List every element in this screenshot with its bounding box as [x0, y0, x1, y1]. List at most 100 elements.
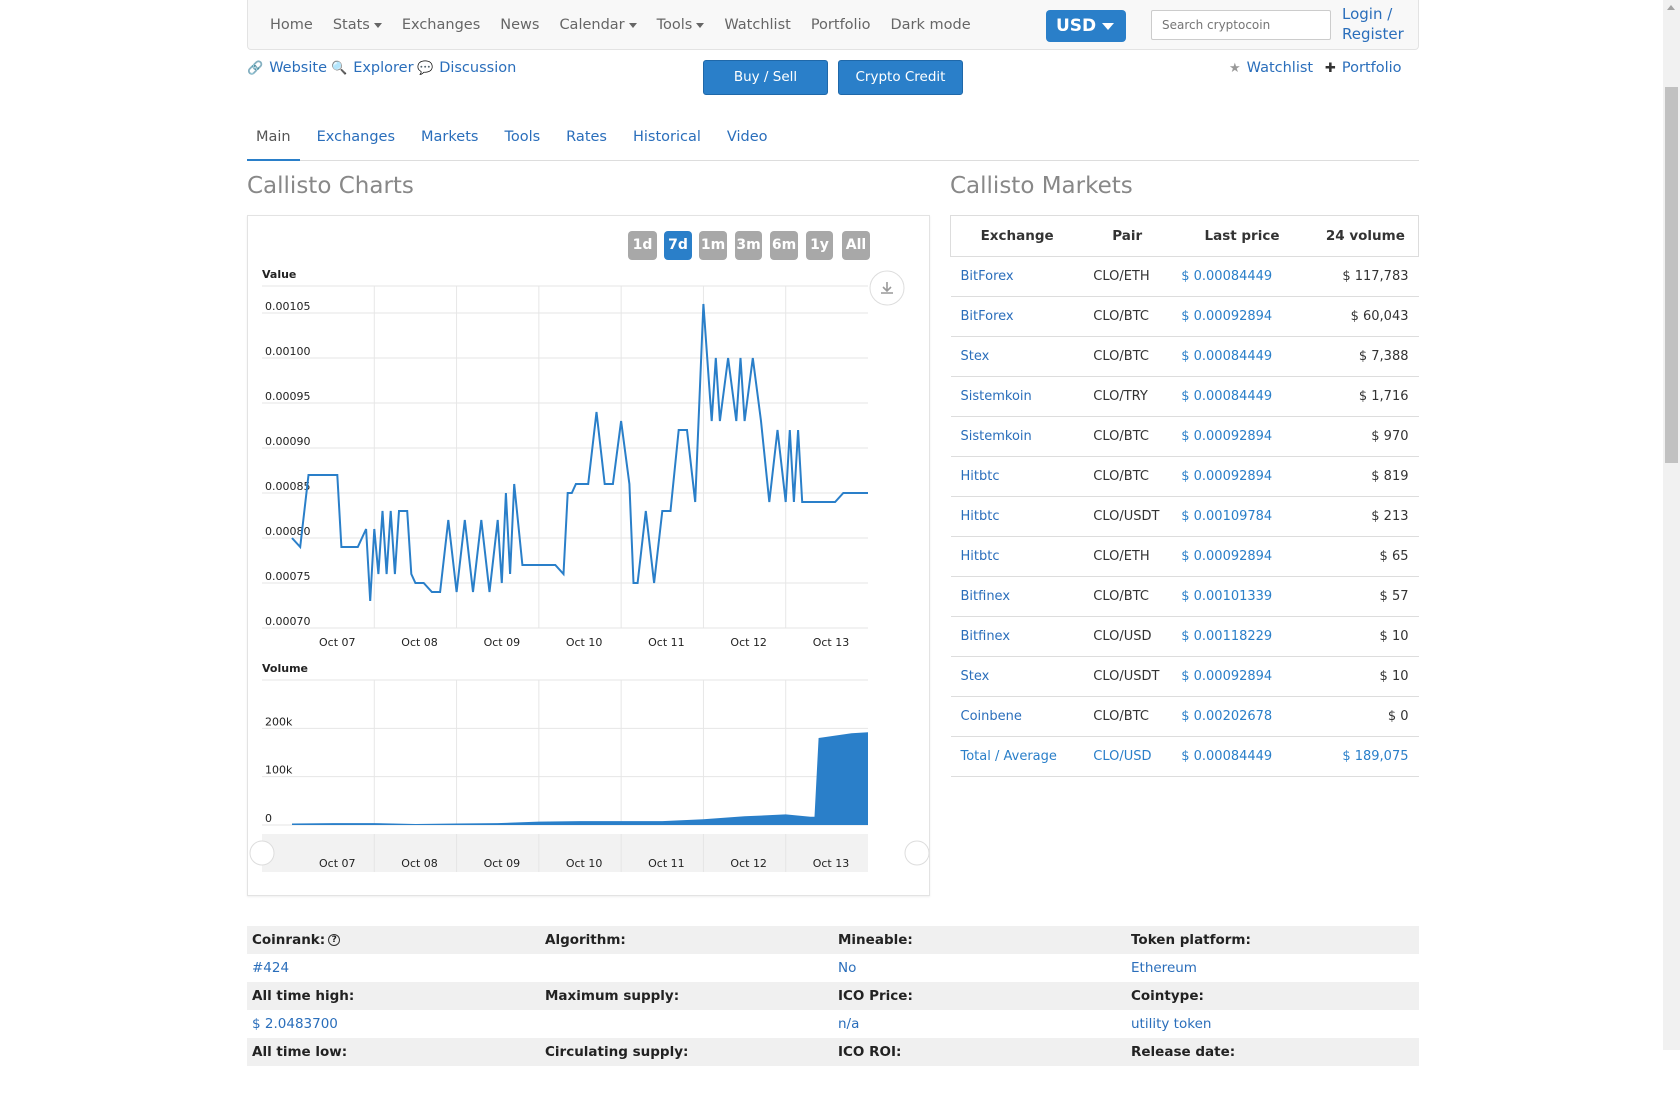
- y-tick-label: 0.00100: [265, 345, 311, 358]
- info-value[interactable]: No: [838, 960, 857, 976]
- cell-exchange[interactable]: Coinbene: [950, 696, 1084, 737]
- cell-exchange[interactable]: Hitbtc: [950, 536, 1084, 577]
- info-value[interactable]: utility token: [1131, 1016, 1212, 1032]
- watchlist-link[interactable]: ★ Watchlist: [1229, 60, 1313, 76]
- coin-info-grid: Coinrank:? Algorithm: Mineable: Token platf…: [247, 926, 1419, 1094]
- cell-last-price[interactable]: $ 0.00109784: [1171, 496, 1313, 537]
- cell-exchange[interactable]: Bitfinex: [950, 576, 1084, 617]
- info-value-row: #424 No Ethereum: [247, 954, 1419, 982]
- info-value[interactable]: $ 2.0483700: [252, 1016, 338, 1032]
- total-cell-exchange[interactable]: Total / Average: [950, 736, 1084, 777]
- info-label-row: All time high: Maximum supply: ICO Price: C…: [247, 982, 1419, 1010]
- total-cell-last-price[interactable]: $ 0.00084449: [1171, 736, 1313, 777]
- nav-item-watchlist[interactable]: Watchlist: [724, 17, 790, 33]
- caret-down-icon: [373, 22, 382, 28]
- nav-item-home[interactable]: Home: [270, 17, 313, 33]
- nav-item-portfolio[interactable]: Portfolio: [811, 17, 871, 33]
- cell-exchange[interactable]: Hitbtc: [950, 456, 1084, 497]
- tab-rates[interactable]: Rates: [566, 129, 607, 145]
- nav-item-exchanges[interactable]: Exchanges: [402, 17, 480, 33]
- cell-last-price[interactable]: $ 0.00084449: [1171, 256, 1313, 297]
- nav-item-news[interactable]: News: [500, 17, 539, 33]
- cell-exchange[interactable]: Stex: [950, 656, 1084, 697]
- scrollbar-thumb[interactable]: [1665, 87, 1678, 463]
- scroll-up-icon[interactable]: [1667, 5, 1675, 10]
- info-label-text: ICO ROI:: [838, 1044, 902, 1060]
- tab-markets[interactable]: Markets: [421, 129, 479, 145]
- login-link[interactable]: Login /: [1342, 5, 1393, 23]
- crypto-credit-button[interactable]: Crypto Credit: [838, 60, 963, 95]
- navigator-left-handle[interactable]: [249, 840, 275, 866]
- info-label: Maximum supply:: [540, 982, 833, 1010]
- info-label-row: All time low: Circulating supply: ICO ROI:…: [247, 1038, 1419, 1066]
- cell-exchange[interactable]: Stex: [950, 336, 1084, 377]
- range-button-1d[interactable]: 1d: [628, 231, 657, 260]
- range-button-1y[interactable]: 1y: [806, 231, 833, 260]
- register-link[interactable]: Register: [1342, 25, 1404, 43]
- x-tick-label: Oct 11: [648, 857, 685, 870]
- cell-exchange[interactable]: BitForex: [950, 256, 1084, 297]
- range-button-3m[interactable]: 3m: [735, 231, 762, 260]
- buy-sell-button[interactable]: Buy / Sell: [703, 60, 828, 95]
- nav-item-stats[interactable]: Stats: [333, 17, 382, 33]
- discussion-link[interactable]: 💬 Discussion: [417, 60, 516, 76]
- info-label: All time high:: [247, 982, 540, 1010]
- nav-item-label: News: [500, 17, 540, 33]
- market-row: Stex CLO/USDT $ 0.00092894 $ 10: [950, 656, 1419, 697]
- tab-exchanges[interactable]: Exchanges: [316, 129, 396, 145]
- cell-pair: CLO/ETH: [1083, 536, 1172, 577]
- nav-item-dark-mode[interactable]: Dark mode: [890, 17, 970, 33]
- cell-last-price[interactable]: $ 0.00092894: [1171, 296, 1313, 337]
- total-cell-volume[interactable]: $ 189,075: [1312, 736, 1419, 777]
- info-label-text: Maximum supply:: [545, 988, 680, 1004]
- download-button[interactable]: [869, 270, 905, 306]
- currency-select[interactable]: USD: [1046, 10, 1126, 42]
- info-value[interactable]: #424: [252, 960, 290, 976]
- cell-last-price[interactable]: $ 0.00118229: [1171, 616, 1313, 657]
- info-value[interactable]: Ethereum: [1131, 960, 1197, 976]
- range-button-6m[interactable]: 6m: [770, 231, 798, 260]
- cell-last-price[interactable]: $ 0.00084449: [1171, 336, 1313, 377]
- cell-pair: CLO/BTC: [1083, 576, 1172, 617]
- search-input[interactable]: [1151, 10, 1331, 40]
- cell-pair: CLO/BTC: [1083, 456, 1172, 497]
- range-button-All[interactable]: All: [842, 231, 870, 260]
- cell-exchange[interactable]: Bitfinex: [950, 616, 1084, 657]
- markets-header-row: Exchange Pair Last price 24 volume: [950, 215, 1419, 257]
- info-label-text: Algorithm:: [545, 932, 626, 948]
- cell-last-price[interactable]: $ 0.00101339: [1171, 576, 1313, 617]
- cell-last-price[interactable]: $ 0.00092894: [1171, 536, 1313, 577]
- portfolio-link[interactable]: ✚ Portfolio: [1325, 60, 1402, 76]
- explorer-link[interactable]: 🔍 Explorer: [331, 60, 414, 76]
- page-scrollbar[interactable]: [1663, 0, 1680, 1050]
- tab-historical[interactable]: Historical: [632, 129, 701, 145]
- market-row: Stex CLO/BTC $ 0.00084449 $ 7,388: [950, 336, 1419, 377]
- download-icon: [881, 282, 893, 294]
- nav-item-tools[interactable]: Tools: [657, 17, 705, 33]
- tab-tools[interactable]: Tools: [504, 129, 541, 145]
- range-button-1m[interactable]: 1m: [699, 231, 727, 260]
- total-cell-pair[interactable]: CLO/USD: [1083, 736, 1172, 777]
- cell-exchange[interactable]: Sistemkoin: [950, 416, 1084, 457]
- help-icon[interactable]: ?: [328, 934, 341, 946]
- range-button-7d[interactable]: 7d: [664, 231, 692, 260]
- cell-last-price[interactable]: $ 0.00092894: [1171, 416, 1313, 457]
- x-tick-label: Oct 12: [730, 857, 767, 870]
- cell-exchange[interactable]: Hitbtc: [950, 496, 1084, 537]
- website-link[interactable]: 🔗 Website: [247, 60, 327, 76]
- tab-video[interactable]: Video: [726, 129, 768, 145]
- cell-last-price[interactable]: $ 0.00092894: [1171, 656, 1313, 697]
- cell-last-price[interactable]: $ 0.00202678: [1171, 696, 1313, 737]
- cell-last-price[interactable]: $ 0.00092894: [1171, 456, 1313, 497]
- nav-item-calendar[interactable]: Calendar: [559, 17, 637, 33]
- cell-exchange[interactable]: Sistemkoin: [950, 376, 1084, 417]
- cell-last-price[interactable]: $ 0.00084449: [1171, 376, 1313, 417]
- cell-pair: CLO/BTC: [1083, 416, 1172, 457]
- cell-pair: CLO/BTC: [1083, 696, 1172, 737]
- navigator-right-handle[interactable]: [904, 840, 929, 866]
- tab-main[interactable]: Main: [247, 124, 300, 161]
- info-value[interactable]: n/a: [838, 1016, 860, 1032]
- cell-exchange[interactable]: BitForex: [950, 296, 1084, 337]
- currency-label: USD: [1056, 16, 1097, 36]
- header-volume: 24 volume: [1312, 215, 1419, 257]
